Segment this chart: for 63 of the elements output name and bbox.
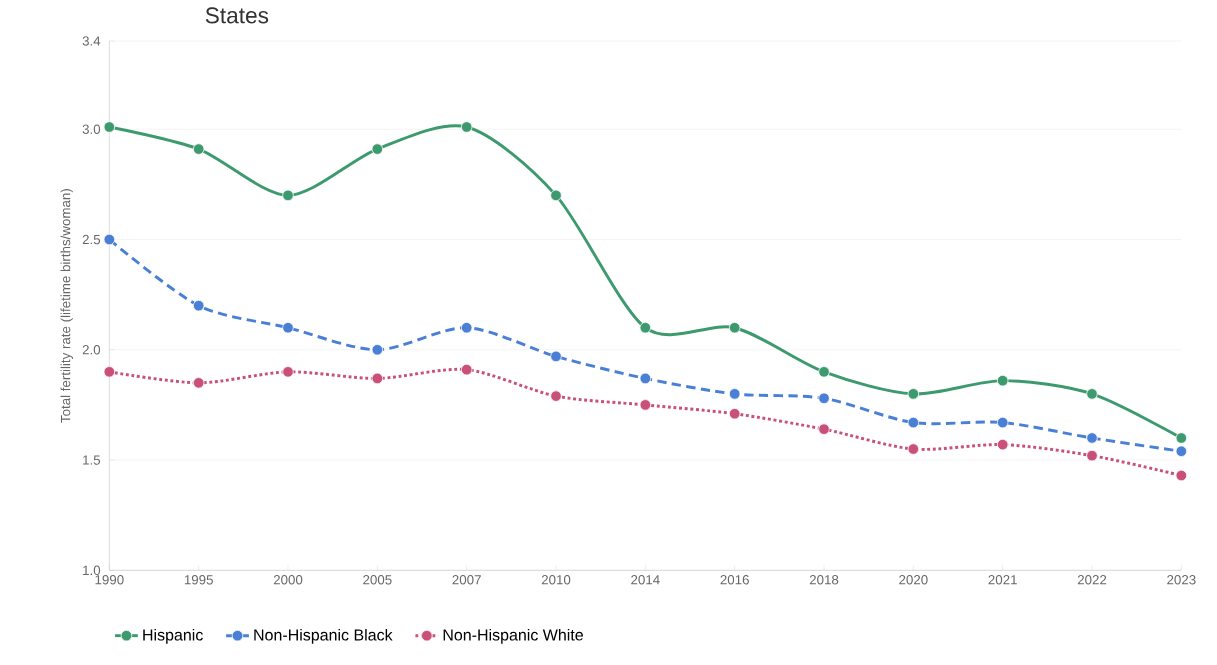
y-tick-label: 3.0 [82,124,101,134]
point [550,390,562,402]
point [103,233,116,246]
legend-label: Hispanic [143,628,203,644]
point [282,189,294,202]
point [639,321,652,334]
point [996,374,1009,387]
x-tick-label: 2005 [363,575,392,585]
x-tick-label: 2014 [631,575,660,585]
point [907,416,920,429]
x-tick-label: 2007 [452,575,481,585]
point [103,121,116,133]
point [550,189,562,202]
point [818,366,830,378]
point [192,377,205,389]
point [1175,445,1188,457]
point [818,423,830,435]
point [996,416,1009,429]
point [282,366,294,378]
point [728,408,741,420]
y-tick-label: 1.5 [83,455,101,465]
x-tick-label: 1990 [95,575,124,585]
point [192,143,205,155]
point [1175,432,1188,444]
point [728,321,741,334]
point [728,388,741,400]
point [371,344,384,356]
x-tick-label: 2021 [988,575,1017,585]
legend-label: Non-Hispanic Black [254,628,393,644]
x-tick-label: 2000 [273,575,303,585]
x-tick-label: 2018 [809,575,839,585]
point [996,438,1009,451]
x-tick-label: 2010 [541,575,571,585]
point [907,388,920,400]
point [639,399,652,411]
y-tick-label: 2.0 [82,345,101,355]
x-tick-label: 2023 [1167,575,1196,585]
point [1086,449,1098,462]
y-tick-label: 1.0 [83,565,101,576]
x-tick-label: 2020 [899,575,928,585]
x-tick-label: 2016 [720,575,749,585]
point [818,392,830,405]
point [460,121,473,133]
x-tick-label: 2022 [1077,575,1107,585]
point [639,372,652,385]
chart-title: States [205,7,269,24]
point [1086,388,1098,400]
point [1175,469,1188,482]
point [282,321,294,334]
x-tick-label: 1995 [184,575,213,585]
point [550,350,562,363]
y-tick-label: 3.4 [82,36,101,46]
point [1086,432,1098,444]
point [192,299,205,312]
y-tick-label: 2.5 [82,234,101,245]
point [460,363,473,376]
point [460,321,473,334]
point [371,143,384,155]
point [907,443,920,455]
legend-label: Non-Hispanic White [443,628,583,644]
point [103,366,116,378]
point [371,372,384,385]
y-axis-title: Total fertility rate (lifetime births/woman) [60,189,73,423]
